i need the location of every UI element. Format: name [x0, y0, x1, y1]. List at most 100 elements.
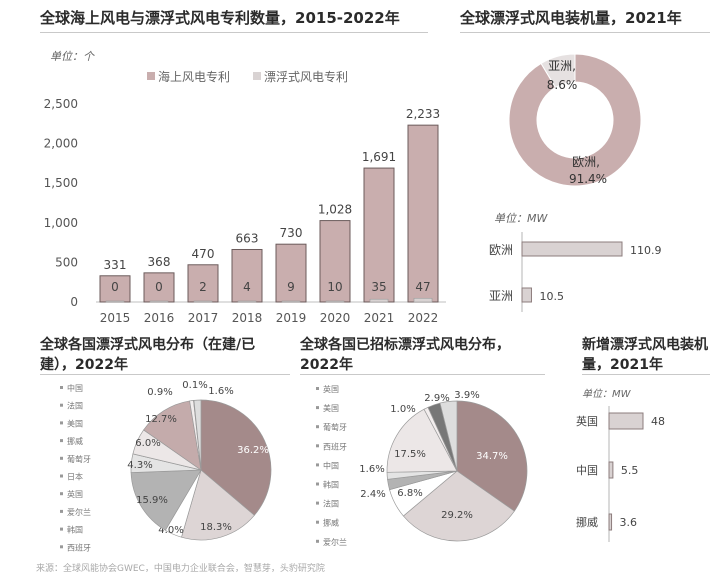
- bar-floating: [237, 300, 257, 303]
- tendered-slice: [386, 408, 458, 473]
- tendered-legend-label: 葡萄牙: [323, 422, 347, 432]
- tendered-slice-label: 2.9%: [424, 393, 449, 404]
- tendered-slice-label: 6.8%: [397, 488, 422, 499]
- construction-slice-label: 12.7%: [145, 414, 177, 425]
- construction-legend-label: 日本: [67, 472, 83, 482]
- construction-slice-label: 4.0%: [158, 525, 183, 536]
- new-installed-rule: [582, 374, 710, 375]
- tendered-legend-marker: [316, 463, 319, 467]
- donut-value: 8.6%: [547, 78, 578, 92]
- construction-legend-marker: [60, 439, 63, 443]
- pie-construction-rule: [40, 374, 290, 375]
- pie-tendered-title: 全球各国已招标漂浮式风电分布，2022年: [300, 337, 510, 373]
- bar-floating: [193, 300, 213, 303]
- x-tick-label: 2019: [276, 311, 307, 325]
- tendered-legend-label: 法国: [323, 499, 339, 509]
- floating-value-label: 10: [327, 280, 342, 294]
- floating-value-label: 0: [155, 280, 163, 294]
- donut-slice: [540, 53, 576, 89]
- donut-title-rule: [460, 32, 710, 33]
- floating-value-label: 9: [287, 280, 295, 294]
- donut-value: 91.4%: [569, 172, 607, 186]
- tendered-legend-label: 挪威: [323, 518, 339, 528]
- country-bar: [608, 412, 644, 430]
- tendered-slice-label: 2.4%: [360, 489, 385, 500]
- legend-swatch: [253, 72, 261, 80]
- bar-offshore: [407, 124, 439, 303]
- y-tick-label: 500: [55, 255, 78, 269]
- tendered-legend-marker: [316, 482, 319, 486]
- tendered-slice: [456, 400, 528, 512]
- patents-unit-label: 单位：个: [50, 50, 95, 63]
- country-value-label: 3.6: [620, 516, 638, 529]
- pie-tendered-rule: [300, 374, 545, 375]
- x-tick-label: 2017: [188, 311, 219, 325]
- bar-floating: [325, 300, 345, 303]
- tendered-slice-label: 3.9%: [454, 390, 479, 401]
- construction-slice-label: 15.9%: [136, 495, 168, 506]
- construction-slice: [200, 399, 272, 516]
- construction-legend-label: 法国: [67, 401, 83, 411]
- tendered-legend-marker: [316, 425, 319, 429]
- bar-value-label: 1,028: [318, 203, 352, 217]
- floating-value-label: 47: [415, 280, 430, 294]
- donut-label: 亚洲,: [548, 59, 576, 73]
- country-bar: [608, 461, 614, 479]
- construction-slice: [130, 469, 202, 531]
- construction-legend-label: 爱尔兰: [67, 507, 91, 517]
- construction-slice-label: 1.6%: [208, 386, 233, 397]
- construction-legend-marker: [60, 456, 63, 460]
- floating-value-label: 35: [371, 280, 386, 294]
- country-value-label: 48: [651, 415, 665, 428]
- bar-value-label: 663: [236, 231, 259, 245]
- construction-legend-marker: [60, 421, 63, 425]
- y-tick-label: 2,000: [44, 137, 78, 151]
- region-unit-label: 单位：MW: [494, 212, 548, 225]
- tendered-slice-label: 1.6%: [359, 464, 384, 475]
- construction-slice-label: 0.9%: [147, 387, 172, 398]
- construction-legend-marker: [60, 509, 63, 513]
- tendered-slice: [439, 400, 458, 472]
- donut-chart-title: 全球漂浮式风电装机量，2021年: [460, 9, 682, 27]
- tendered-legend-label: 中国: [323, 460, 339, 470]
- bar-value-label: 331: [104, 258, 127, 272]
- tendered-slice-label: 1.0%: [390, 404, 415, 415]
- tendered-legend-marker: [316, 520, 319, 524]
- construction-legend-marker: [60, 527, 63, 531]
- x-tick-label: 2018: [232, 311, 263, 325]
- construction-slice: [143, 400, 202, 471]
- patents-title-rule: [40, 32, 428, 33]
- tendered-legend-marker: [316, 539, 319, 543]
- region-category-label: 亚洲: [489, 289, 513, 303]
- country-category-label: 挪威: [576, 515, 598, 529]
- patents-chart-title: 全球海上风电与漂浮式风电专利数量，2015-2022年: [40, 9, 400, 27]
- bar-value-label: 368: [148, 255, 171, 269]
- construction-legend-label: 葡萄牙: [67, 454, 91, 464]
- legend-swatch: [147, 72, 155, 80]
- x-tick-label: 2022: [408, 311, 439, 325]
- bar-offshore: [231, 248, 263, 303]
- x-tick-label: 2020: [320, 311, 351, 325]
- bar-offshore: [187, 264, 219, 303]
- construction-legend-label: 英国: [67, 489, 83, 499]
- region-category-label: 欧洲: [489, 243, 513, 257]
- floating-value-label: 4: [243, 280, 251, 294]
- legend-label: 漂浮式风电专利: [264, 69, 348, 84]
- construction-legend-label: 韩国: [67, 525, 83, 535]
- floating-value-label: 2: [199, 280, 207, 294]
- bar-floating: [369, 298, 389, 303]
- tendered-slice-label: 17.5%: [394, 449, 426, 460]
- bar-floating: [413, 297, 433, 303]
- region-value-label: 110.9: [630, 244, 662, 257]
- new-installed-title: 新增漂浮式风电装机量，2021年: [582, 337, 708, 373]
- construction-slice-label: 36.2%: [237, 445, 269, 456]
- pie-construction-title: 全球各国漂浮式风电分布（在建/已建），2022年: [40, 337, 256, 373]
- bar-value-label: 2,233: [406, 107, 440, 121]
- construction-slice-label: 18.3%: [200, 522, 232, 533]
- x-tick-label: 2016: [144, 311, 175, 325]
- x-tick-label: 2021: [364, 311, 395, 325]
- legend-label: 海上风电专利: [158, 69, 230, 84]
- tendered-legend-marker: [316, 387, 319, 390]
- source-note: 来源：全球风能协会GWEC，中国电力企业联合会，智慧芽，头豹研究院: [36, 564, 325, 574]
